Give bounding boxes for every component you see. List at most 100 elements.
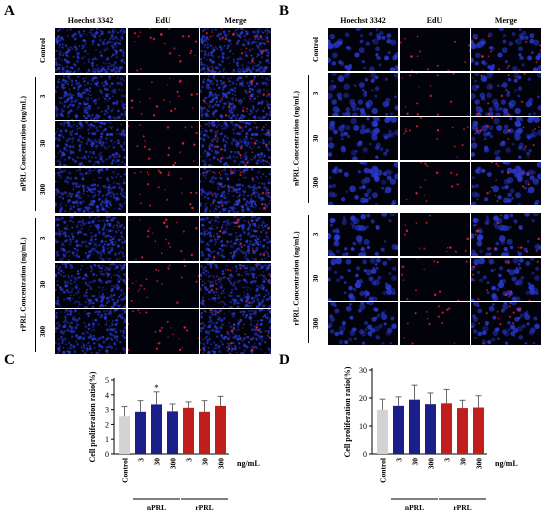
group-label: rPRL Concentration (ng/mL) xyxy=(18,237,28,332)
micrograph-cell xyxy=(55,309,126,354)
micrograph-cell xyxy=(127,121,199,166)
micrograph-cell xyxy=(471,117,541,160)
y-tick-label: 2 xyxy=(105,420,109,429)
x-tick-label: 3 xyxy=(185,458,194,462)
micrograph-cell xyxy=(328,302,398,345)
micrograph-cell xyxy=(471,72,541,116)
x-tick-label: Control xyxy=(379,458,388,483)
micrograph-cell xyxy=(399,213,470,256)
group-bracket xyxy=(35,218,36,352)
micrograph-cell xyxy=(200,74,271,120)
micrograph-cell xyxy=(200,167,271,213)
bar xyxy=(151,404,162,454)
row-label: 30 xyxy=(37,139,47,147)
micrograph-cell xyxy=(328,161,398,205)
bar xyxy=(441,403,452,454)
column-header: EdU xyxy=(426,16,443,25)
row-label: 300 xyxy=(37,183,47,196)
y-axis-label: Cell proliferation ratio(%) xyxy=(88,371,97,462)
column-header: Hoechst 3342 xyxy=(340,16,386,25)
x-tick-label: 3 xyxy=(137,458,146,462)
group-bracket xyxy=(308,74,309,203)
bar xyxy=(215,405,226,454)
y-tick-label: 20 xyxy=(359,394,367,403)
row-label: 300 xyxy=(37,325,47,337)
x-tick-label: 30 xyxy=(411,458,420,466)
column-header: EdU xyxy=(155,16,171,25)
y-tick-label: 0 xyxy=(363,450,367,459)
x-tick-label: 300 xyxy=(217,458,226,470)
unit-label: ng/mL xyxy=(495,459,518,468)
x-tick-label: Control xyxy=(121,458,130,483)
group-label: nPRL xyxy=(147,503,166,512)
micrograph-cell xyxy=(200,262,271,308)
bar-chart-d: 0 10 20 30 Cell proliferation ratio(%) Contro… xyxy=(343,366,518,512)
micrograph-cell xyxy=(127,216,199,261)
group-bracket xyxy=(35,76,36,211)
row-label: 3 xyxy=(310,232,320,236)
x-tick-label: 3 xyxy=(395,458,404,462)
bar xyxy=(199,411,210,454)
micrograph-cell xyxy=(471,161,541,205)
unit-label: ng/mL xyxy=(237,459,260,468)
group-label: rPRL Concentration (ng/mL) xyxy=(291,231,301,326)
micrograph-cell xyxy=(471,257,541,301)
micrograph-cell xyxy=(55,167,126,213)
row-label: 3 xyxy=(310,91,320,96)
row-label: 30 xyxy=(310,134,320,142)
y-tick-label: 30 xyxy=(359,366,367,375)
bar xyxy=(425,404,436,454)
micrograph-cell xyxy=(55,262,126,308)
bar-chart-c: 0 1 2 3 4 5 Cell proliferation ratio(%) Control… xyxy=(88,371,260,512)
micrograph-cell xyxy=(328,117,398,160)
micrograph-cell xyxy=(399,117,470,160)
micrograph-cell xyxy=(127,74,199,120)
micrograph-cell xyxy=(471,213,541,256)
row-label: Control xyxy=(310,36,320,62)
micrograph-cell xyxy=(127,167,199,213)
row-label: 300 xyxy=(310,176,320,189)
bar xyxy=(393,405,404,454)
row-label: 3 xyxy=(37,94,47,99)
column-header: Hoechst 3342 xyxy=(67,16,114,25)
micrograph-cell xyxy=(200,28,271,73)
micrograph-cell xyxy=(399,161,470,205)
bar xyxy=(457,408,468,454)
row-label: Control xyxy=(37,37,47,63)
micrograph-cell xyxy=(55,216,126,261)
y-tick-label: 1 xyxy=(105,435,109,444)
column-header: Merge xyxy=(224,16,247,25)
micrograph-cell xyxy=(127,262,199,308)
y-tick-label: 0 xyxy=(105,450,109,459)
panel-letter-a: A xyxy=(4,3,15,19)
x-tick-label: 300 xyxy=(427,458,436,470)
bar xyxy=(135,411,146,454)
y-axis-label: Cell proliferation ratio(%) xyxy=(343,366,352,457)
panel-letter-d: D xyxy=(279,352,290,368)
bar xyxy=(167,411,178,454)
y-tick-label: 4 xyxy=(105,391,109,400)
group-bracket xyxy=(308,215,309,343)
micrograph-cell xyxy=(328,213,398,256)
x-tick-label: 300 xyxy=(475,458,484,470)
micrograph-cell xyxy=(399,72,470,116)
x-tick-label: 3 xyxy=(443,458,452,462)
group-label: rPRL xyxy=(195,503,213,512)
group-label: rPRL xyxy=(453,503,471,512)
bar xyxy=(409,399,420,454)
y-tick-label: 10 xyxy=(359,422,367,431)
micrograph-cell xyxy=(328,257,398,301)
micrograph-cell xyxy=(399,257,470,301)
significance-marker: * xyxy=(154,383,159,393)
y-tick-label: 3 xyxy=(105,406,109,415)
micrograph-cell xyxy=(399,302,470,345)
x-tick-label: 30 xyxy=(459,458,468,466)
micrograph-cell xyxy=(328,28,398,71)
bar xyxy=(473,407,484,454)
micrograph-cell xyxy=(328,72,398,116)
group-label: nPRL Concentration (ng/mL) xyxy=(18,95,28,191)
bar xyxy=(119,416,130,454)
micrograph-cell xyxy=(471,28,541,71)
micrograph-cell xyxy=(200,216,271,261)
micrograph-cell xyxy=(55,74,126,120)
